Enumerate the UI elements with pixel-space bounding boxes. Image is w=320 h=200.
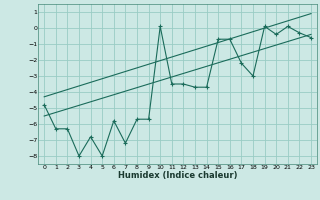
X-axis label: Humidex (Indice chaleur): Humidex (Indice chaleur) — [118, 171, 237, 180]
